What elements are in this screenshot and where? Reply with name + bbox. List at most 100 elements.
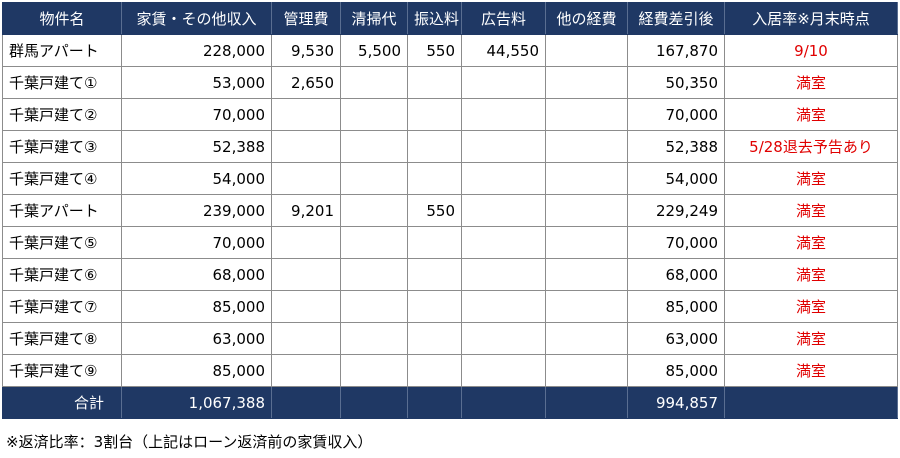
total-empty-cell[interactable] xyxy=(407,386,462,419)
transfer-fee-cell[interactable] xyxy=(407,290,462,323)
management-fee-cell[interactable] xyxy=(271,226,341,259)
transfer-fee-cell[interactable] xyxy=(407,226,462,259)
total-empty-cell[interactable] xyxy=(545,386,628,419)
property-name-cell[interactable]: 千葉戸建て③ xyxy=(2,130,122,163)
property-name-cell[interactable]: 千葉戸建て② xyxy=(2,98,122,131)
other-expenses-cell[interactable] xyxy=(545,226,628,259)
occupancy-status-cell[interactable]: 満室 xyxy=(724,98,898,131)
total-net-cell[interactable]: 994,857 xyxy=(627,386,725,419)
header-net-after-expenses[interactable]: 経費差引後 xyxy=(627,2,725,35)
income-cell[interactable]: 239,000 xyxy=(121,194,272,227)
property-name-cell[interactable]: 千葉戸建て① xyxy=(2,66,122,99)
property-name-cell[interactable]: 千葉戸建て⑤ xyxy=(2,226,122,259)
net-cell[interactable]: 70,000 xyxy=(627,98,725,131)
property-name-cell[interactable]: 千葉戸建て⑦ xyxy=(2,290,122,323)
property-name-cell[interactable]: 千葉戸建て⑥ xyxy=(2,258,122,291)
management-fee-cell[interactable] xyxy=(271,130,341,163)
ad-fee-cell[interactable] xyxy=(461,322,546,355)
header-property-name[interactable]: 物件名 xyxy=(2,2,122,35)
cleaning-fee-cell[interactable] xyxy=(340,130,408,163)
ad-fee-cell[interactable] xyxy=(461,66,546,99)
management-fee-cell[interactable] xyxy=(271,162,341,195)
cleaning-fee-cell[interactable] xyxy=(340,226,408,259)
occupancy-status-cell[interactable]: 満室 xyxy=(724,194,898,227)
income-cell[interactable]: 228,000 xyxy=(121,34,272,67)
income-cell[interactable]: 70,000 xyxy=(121,226,272,259)
income-cell[interactable]: 85,000 xyxy=(121,354,272,387)
transfer-fee-cell[interactable] xyxy=(407,354,462,387)
net-cell[interactable]: 85,000 xyxy=(627,354,725,387)
occupancy-status-cell[interactable]: 満室 xyxy=(724,290,898,323)
management-fee-cell[interactable]: 2,650 xyxy=(271,66,341,99)
transfer-fee-cell[interactable]: 550 xyxy=(407,34,462,67)
total-income-cell[interactable]: 1,067,388 xyxy=(121,386,272,419)
property-name-cell[interactable]: 千葉戸建て⑧ xyxy=(2,322,122,355)
property-name-cell[interactable]: 群馬アパート xyxy=(2,34,122,67)
net-cell[interactable]: 167,870 xyxy=(627,34,725,67)
cleaning-fee-cell[interactable] xyxy=(340,162,408,195)
ad-fee-cell[interactable] xyxy=(461,258,546,291)
occupancy-status-cell[interactable]: 満室 xyxy=(724,354,898,387)
occupancy-status-cell[interactable]: 5/28退去予告あり xyxy=(724,130,898,163)
cleaning-fee-cell[interactable] xyxy=(340,290,408,323)
net-cell[interactable]: 70,000 xyxy=(627,226,725,259)
total-empty-cell[interactable] xyxy=(340,386,408,419)
property-name-cell[interactable]: 千葉アパート xyxy=(2,194,122,227)
management-fee-cell[interactable]: 9,530 xyxy=(271,34,341,67)
header-management-fee[interactable]: 管理費 xyxy=(271,2,341,35)
net-cell[interactable]: 52,388 xyxy=(627,130,725,163)
other-expenses-cell[interactable] xyxy=(545,130,628,163)
total-empty-cell[interactable] xyxy=(461,386,546,419)
other-expenses-cell[interactable] xyxy=(545,322,628,355)
ad-fee-cell[interactable] xyxy=(461,194,546,227)
ad-fee-cell[interactable] xyxy=(461,226,546,259)
net-cell[interactable]: 63,000 xyxy=(627,322,725,355)
occupancy-status-cell[interactable]: 満室 xyxy=(724,66,898,99)
cleaning-fee-cell[interactable] xyxy=(340,194,408,227)
total-label[interactable]: 合計 xyxy=(2,386,122,419)
ad-fee-cell[interactable] xyxy=(461,354,546,387)
management-fee-cell[interactable] xyxy=(271,354,341,387)
cleaning-fee-cell[interactable]: 5,500 xyxy=(340,34,408,67)
net-cell[interactable]: 85,000 xyxy=(627,290,725,323)
income-cell[interactable]: 54,000 xyxy=(121,162,272,195)
ad-fee-cell[interactable] xyxy=(461,290,546,323)
net-cell[interactable]: 50,350 xyxy=(627,66,725,99)
transfer-fee-cell[interactable] xyxy=(407,98,462,131)
other-expenses-cell[interactable] xyxy=(545,34,628,67)
transfer-fee-cell[interactable] xyxy=(407,130,462,163)
management-fee-cell[interactable] xyxy=(271,258,341,291)
cleaning-fee-cell[interactable] xyxy=(340,322,408,355)
ad-fee-cell[interactable] xyxy=(461,162,546,195)
total-empty-cell[interactable] xyxy=(271,386,341,419)
transfer-fee-cell[interactable] xyxy=(407,162,462,195)
other-expenses-cell[interactable] xyxy=(545,354,628,387)
ad-fee-cell[interactable] xyxy=(461,130,546,163)
other-expenses-cell[interactable] xyxy=(545,258,628,291)
cleaning-fee-cell[interactable] xyxy=(340,258,408,291)
header-income[interactable]: 家賃・その他収入 xyxy=(121,2,272,35)
property-name-cell[interactable]: 千葉戸建て⑨ xyxy=(2,354,122,387)
occupancy-status-cell[interactable]: 満室 xyxy=(724,258,898,291)
header-other-expenses[interactable]: 他の経費 xyxy=(545,2,628,35)
net-cell[interactable]: 68,000 xyxy=(627,258,725,291)
ad-fee-cell[interactable] xyxy=(461,98,546,131)
cleaning-fee-cell[interactable] xyxy=(340,66,408,99)
other-expenses-cell[interactable] xyxy=(545,98,628,131)
management-fee-cell[interactable] xyxy=(271,98,341,131)
header-transfer-fee[interactable]: 振込料 xyxy=(407,2,462,35)
cleaning-fee-cell[interactable] xyxy=(340,354,408,387)
management-fee-cell[interactable] xyxy=(271,322,341,355)
occupancy-status-cell[interactable]: 満室 xyxy=(724,226,898,259)
income-cell[interactable]: 53,000 xyxy=(121,66,272,99)
other-expenses-cell[interactable] xyxy=(545,66,628,99)
income-cell[interactable]: 68,000 xyxy=(121,258,272,291)
cleaning-fee-cell[interactable] xyxy=(340,98,408,131)
occupancy-status-cell[interactable]: 満室 xyxy=(724,162,898,195)
management-fee-cell[interactable]: 9,201 xyxy=(271,194,341,227)
header-occupancy[interactable]: 入居率※月末時点 xyxy=(724,2,898,35)
income-cell[interactable]: 63,000 xyxy=(121,322,272,355)
occupancy-status-cell[interactable]: 9/10 xyxy=(724,34,898,67)
transfer-fee-cell[interactable]: 550 xyxy=(407,194,462,227)
management-fee-cell[interactable] xyxy=(271,290,341,323)
